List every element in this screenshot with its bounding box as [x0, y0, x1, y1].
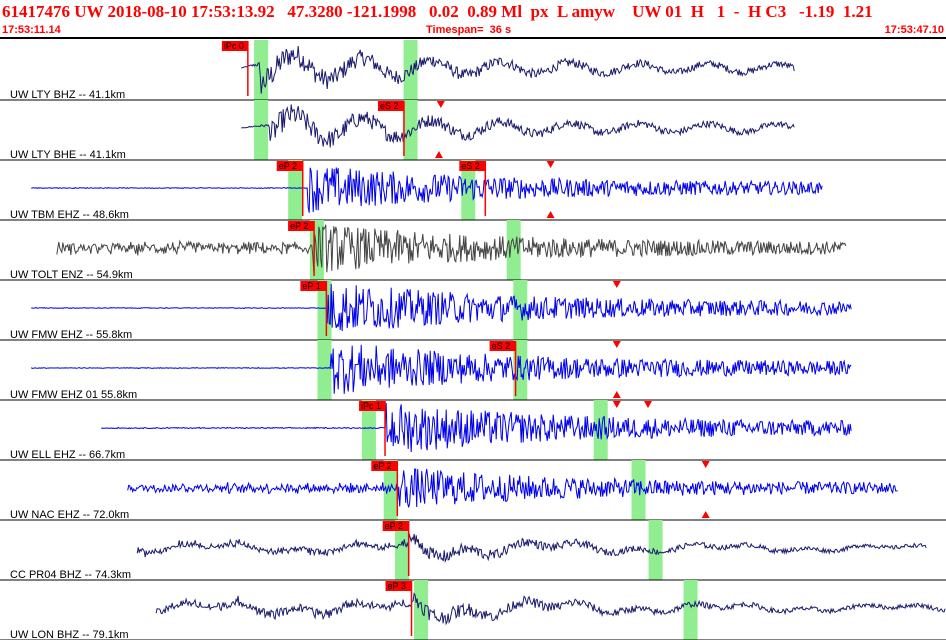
- phase-window[interactable]: [506, 220, 521, 280]
- channel-row[interactable]: eS 2 UW FMW EHZ 01 55.8km: [0, 340, 946, 401]
- phase-pick-label: iPc 0: [224, 41, 244, 51]
- phase-window[interactable]: [413, 580, 428, 640]
- phase-pick-flag[interactable]: [221, 41, 248, 51]
- channel-label: UW FMW EHZ -- 55.8km: [10, 329, 132, 341]
- phase-pick-label: eP 2: [290, 221, 308, 231]
- phase-window[interactable]: [513, 280, 528, 340]
- channel-label: UW TOLT ENZ -- 54.9km: [10, 269, 133, 281]
- channel-row[interactable]: eP 1 UW FMW EHZ -- 55.8km: [0, 280, 946, 341]
- phase-window[interactable]: [513, 340, 528, 400]
- end-time: 17:53:47.10: [884, 24, 944, 36]
- channel-row[interactable]: eP 2 UW NAC EHZ -- 72.0km: [0, 460, 946, 521]
- channel-row[interactable]: eP 3 UW LON BHZ -- 79.1km: [0, 580, 946, 640]
- phase-pick-label: eS 2: [492, 341, 511, 351]
- phase-pick-label: eP 2: [373, 461, 391, 471]
- amplitude-marker[interactable]: [436, 101, 445, 108]
- phase-window[interactable]: [383, 460, 398, 520]
- channel-label: CC PR04 BHZ -- 74.3km: [10, 569, 131, 581]
- channel-label: UW TBM EHZ -- 48.6km: [10, 209, 129, 221]
- waveform-trace[interactable]: [127, 468, 898, 508]
- phase-pick-flag[interactable]: [300, 281, 327, 291]
- phase-window[interactable]: [395, 520, 410, 580]
- timespan-label: Timespan= 36 s: [426, 24, 512, 36]
- channel-row[interactable]: eP 2 eS 2 UW TBM EHZ -- 48.6km: [0, 160, 946, 221]
- channel-label: UW ELL EHZ -- 66.7km: [10, 449, 125, 461]
- waveform-trace[interactable]: [155, 592, 946, 626]
- phase-window[interactable]: [461, 160, 476, 220]
- waveform-trace[interactable]: [56, 224, 847, 273]
- waveform-trace[interactable]: [31, 167, 823, 213]
- header-bar: 61417476 UW 2018-08-10 17:53:13.92 47.32…: [0, 0, 946, 39]
- phase-pick-flag[interactable]: [288, 221, 315, 231]
- phase-window[interactable]: [648, 520, 663, 580]
- amplitude-marker[interactable]: [612, 341, 621, 348]
- phase-pick-flag[interactable]: [489, 341, 516, 351]
- phase-pick-flag[interactable]: [459, 161, 486, 171]
- amplitude-marker[interactable]: [644, 401, 653, 408]
- phase-window[interactable]: [317, 340, 332, 400]
- phase-pick-flag[interactable]: [382, 521, 409, 531]
- phase-window[interactable]: [631, 460, 646, 520]
- channel-row[interactable]: iPc 1 UW ELL EHZ -- 66.7km: [0, 400, 946, 461]
- phase-pick-flag[interactable]: [371, 461, 398, 471]
- waveform-trace[interactable]: [136, 533, 927, 563]
- amplitude-marker[interactable]: [612, 391, 621, 398]
- channel-label: UW LTY BHE -- 41.1km: [10, 149, 126, 161]
- phase-window[interactable]: [403, 100, 418, 160]
- phase-pick-label: eP 1: [302, 281, 320, 291]
- phase-pick-label: eP 2: [385, 521, 403, 531]
- phase-window[interactable]: [361, 400, 376, 460]
- phase-pick-label: eP 2: [279, 161, 297, 171]
- channel-label: UW FMW EHZ 01 55.8km: [10, 389, 137, 401]
- start-time: 17:53:11.14: [2, 24, 61, 36]
- amplitude-marker[interactable]: [546, 211, 555, 218]
- header-divider: [0, 37, 946, 39]
- channel-row[interactable]: iPc 0 UW LTY BHZ -- 41.1km: [0, 40, 946, 101]
- phase-pick-label: eP 3: [388, 581, 406, 591]
- amplitude-marker[interactable]: [612, 401, 621, 408]
- channel-label: UW NAC EHZ -- 72.0km: [10, 509, 129, 521]
- amplitude-marker[interactable]: [434, 151, 443, 158]
- phase-pick-label: eS 2: [461, 161, 480, 171]
- phase-pick-flag[interactable]: [276, 161, 303, 171]
- phase-pick-flag[interactable]: [359, 401, 386, 411]
- waveform-trace[interactable]: [241, 46, 795, 94]
- channel-label: UW LTY BHZ -- 41.1km: [10, 89, 125, 101]
- phase-pick-flag[interactable]: [377, 101, 404, 111]
- phase-pick-label: eS 2: [380, 101, 399, 111]
- waveform-trace[interactable]: [101, 402, 852, 453]
- phase-window[interactable]: [288, 160, 303, 220]
- phase-window[interactable]: [254, 100, 269, 160]
- channel-label: UW LON BHZ -- 79.1km: [10, 629, 129, 640]
- amplitude-marker[interactable]: [701, 511, 710, 518]
- amplitude-marker[interactable]: [701, 461, 710, 468]
- waveform-trace[interactable]: [30, 344, 852, 394]
- waveform-trace[interactable]: [241, 104, 795, 148]
- phase-window[interactable]: [683, 580, 698, 640]
- amplitude-marker[interactable]: [546, 161, 555, 168]
- phase-pick-label: iPc 1: [361, 401, 381, 411]
- amplitude-marker[interactable]: [612, 281, 621, 288]
- event-title: 61417476 UW 2018-08-10 17:53:13.92 47.32…: [2, 2, 873, 21]
- channel-row[interactable]: eP 2 UW TOLT ENZ -- 54.9km: [0, 220, 946, 281]
- phase-pick-flag[interactable]: [385, 581, 412, 591]
- channel-row[interactable]: eP 2 CC PR04 BHZ -- 74.3km: [0, 520, 946, 581]
- channel-row[interactable]: eS 2 UW LTY BHE -- 41.1km: [0, 100, 946, 161]
- waveform-trace[interactable]: [31, 283, 852, 332]
